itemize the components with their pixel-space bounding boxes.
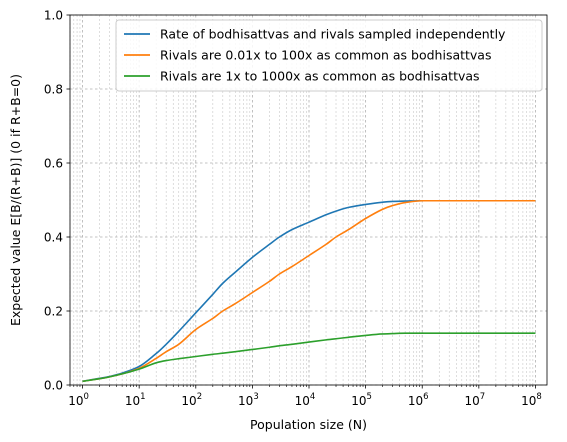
legend-label-1: Rate of bodhisattvas and rivals sampled …: [160, 27, 506, 42]
x-tick-label: 105: [351, 392, 372, 408]
x-tick-label: 101: [125, 392, 146, 408]
series-line-2: [82, 199, 536, 383]
legend-box: [115, 19, 543, 92]
x-tick-label: 103: [238, 392, 259, 408]
x-tick-label: 100: [68, 392, 89, 408]
y-tick-label: 0.2: [44, 305, 63, 319]
legend: Rate of bodhisattvas and rivals sampled …: [115, 19, 543, 92]
legend-label-2: Rivals are 0.01x to 100x as common as bo…: [160, 48, 491, 63]
x-tick-label: 108: [521, 392, 542, 408]
axis-ticks: 100 101 102 103 104 105 106 107 108 0.0 0.2 0.4 0.6 0…: [44, 9, 542, 409]
y-tick-label: 0.8: [44, 83, 63, 97]
legend-label-3: Rivals are 1x to 1000x as common as bodh…: [160, 69, 480, 84]
y-tick-label: 0.0: [44, 379, 63, 393]
x-tick-label: 102: [181, 392, 202, 408]
plot-frame: [69, 14, 548, 386]
series-line-3: [82, 332, 536, 383]
x-tick-label: 106: [408, 392, 429, 408]
x-tick-label: 104: [295, 392, 316, 408]
y-tick-label: 0.4: [44, 231, 63, 245]
series-lines: [82, 199, 536, 383]
x-tick-label: 107: [464, 392, 485, 408]
y-axis-label: Expected value E[B/(R+B)] (0 if R+B=0): [8, 74, 23, 326]
x-axis-label: Population size (N): [250, 417, 367, 432]
y-tick-label: 1.0: [44, 9, 63, 23]
y-tick-label: 0.6: [44, 157, 63, 171]
series-line-1: [82, 199, 536, 383]
